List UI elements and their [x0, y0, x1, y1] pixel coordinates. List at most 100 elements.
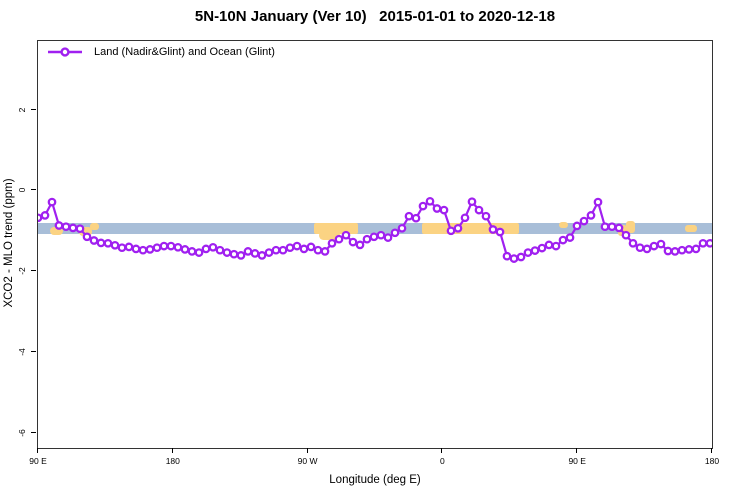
data-point-marker — [691, 244, 701, 254]
data-point-marker — [614, 223, 624, 233]
x-tick-label: 180 — [165, 456, 180, 466]
band-highlight-patch — [79, 227, 92, 236]
data-point-marker — [572, 221, 582, 231]
plot-area: Land (Nadir&Glint) and Ocean (Glint) — [37, 40, 713, 449]
data-point-marker — [642, 244, 652, 254]
x-tick-label: 180 — [704, 456, 720, 466]
band-highlight-patch — [626, 221, 635, 233]
data-point-marker — [355, 240, 365, 250]
data-point-marker — [68, 223, 78, 233]
data-point-marker — [257, 251, 267, 260]
data-point-marker — [446, 226, 456, 236]
band-highlight-patch — [319, 231, 340, 240]
data-point-marker — [187, 247, 197, 256]
data-point-marker — [61, 222, 71, 232]
data-point-marker — [544, 240, 554, 250]
data-point-marker — [103, 238, 113, 248]
tick-mark — [306, 448, 308, 453]
tick-mark — [31, 351, 36, 352]
data-point-marker — [551, 241, 561, 251]
data-point-marker — [117, 243, 127, 253]
data-point-marker — [383, 233, 393, 242]
data-point-marker — [236, 251, 246, 260]
data-point-marker — [166, 241, 176, 251]
data-point-marker — [96, 238, 106, 248]
x-tick-label: 90 E — [568, 456, 586, 466]
data-point-marker — [705, 238, 712, 248]
x-tick-label: 0 — [440, 456, 445, 466]
tick-mark — [576, 448, 578, 453]
data-point-marker — [621, 230, 631, 240]
data-point-marker — [670, 247, 680, 256]
data-point-marker — [663, 246, 673, 256]
data-point-marker — [47, 197, 57, 207]
data-point-marker — [481, 211, 491, 221]
tick-mark — [31, 270, 36, 272]
data-point-marker — [411, 213, 421, 223]
data-point-marker — [425, 196, 435, 206]
band-highlight-patch — [314, 223, 358, 234]
data-point-marker — [467, 197, 477, 207]
data-point-marker — [628, 238, 638, 248]
data-point-marker — [565, 233, 575, 242]
data-point-marker — [418, 201, 428, 211]
data-point-marker — [635, 243, 645, 253]
data-point-marker — [684, 245, 694, 254]
data-point-marker — [439, 205, 449, 215]
data-point-marker — [131, 244, 141, 254]
data-point-marker — [334, 234, 344, 244]
data-point-marker — [656, 239, 666, 249]
data-point-marker — [558, 235, 568, 245]
data-point-marker — [138, 245, 148, 255]
tick-mark — [31, 189, 36, 191]
data-point-marker — [173, 242, 183, 252]
data-point-marker — [600, 222, 610, 232]
data-point-marker — [607, 222, 617, 232]
reference-band — [38, 223, 712, 234]
data-point-marker — [229, 249, 239, 259]
data-point-marker — [145, 245, 155, 254]
tick-mark — [31, 431, 36, 433]
data-point-marker — [54, 221, 64, 230]
data-point-marker — [285, 243, 295, 253]
data-point-marker — [649, 241, 659, 251]
data-point-marker — [593, 197, 603, 207]
data-point-marker — [390, 228, 400, 238]
data-point-marker — [82, 232, 92, 242]
data-point-marker — [488, 225, 498, 234]
data-point-marker — [299, 244, 309, 254]
data-point-marker — [159, 241, 169, 251]
y-tick-label: -2 — [17, 267, 27, 275]
data-point-marker — [698, 238, 708, 248]
data-point-marker — [474, 205, 484, 215]
band-highlight-patch — [50, 227, 63, 235]
data-point-marker — [460, 213, 470, 223]
band-highlight-patch — [422, 223, 519, 234]
data-point-marker — [348, 237, 358, 247]
data-point-marker — [509, 254, 519, 263]
data-point-marker — [278, 245, 288, 255]
data-point-marker — [523, 248, 533, 257]
y-tick-label: 2 — [17, 107, 27, 112]
data-point-marker — [376, 230, 386, 240]
data-point-marker — [537, 243, 547, 253]
data-point-marker — [306, 242, 316, 252]
data-point-marker — [586, 211, 596, 220]
data-point-marker — [369, 232, 379, 242]
data-point-marker — [327, 238, 337, 248]
data-point-marker — [362, 234, 372, 244]
data-point-marker — [38, 213, 43, 223]
data-point-marker — [243, 247, 253, 256]
legend-marker-icon — [48, 47, 82, 57]
tick-mark — [31, 108, 36, 110]
chart-title: 5N-10N January (Ver 10) 2015-01-01 to 20… — [194, 8, 556, 25]
legend: Land (Nadir&Glint) and Ocean (Glint) — [46, 45, 275, 59]
data-point-marker — [341, 230, 351, 240]
x-tick-label: 90 W — [297, 456, 318, 466]
y-tick-label: 0 — [17, 187, 27, 193]
data-point-marker — [222, 248, 232, 257]
data-point-marker — [677, 245, 687, 255]
data-point-marker — [320, 247, 330, 256]
data-point-marker — [313, 245, 323, 255]
data-point-marker — [397, 223, 407, 233]
